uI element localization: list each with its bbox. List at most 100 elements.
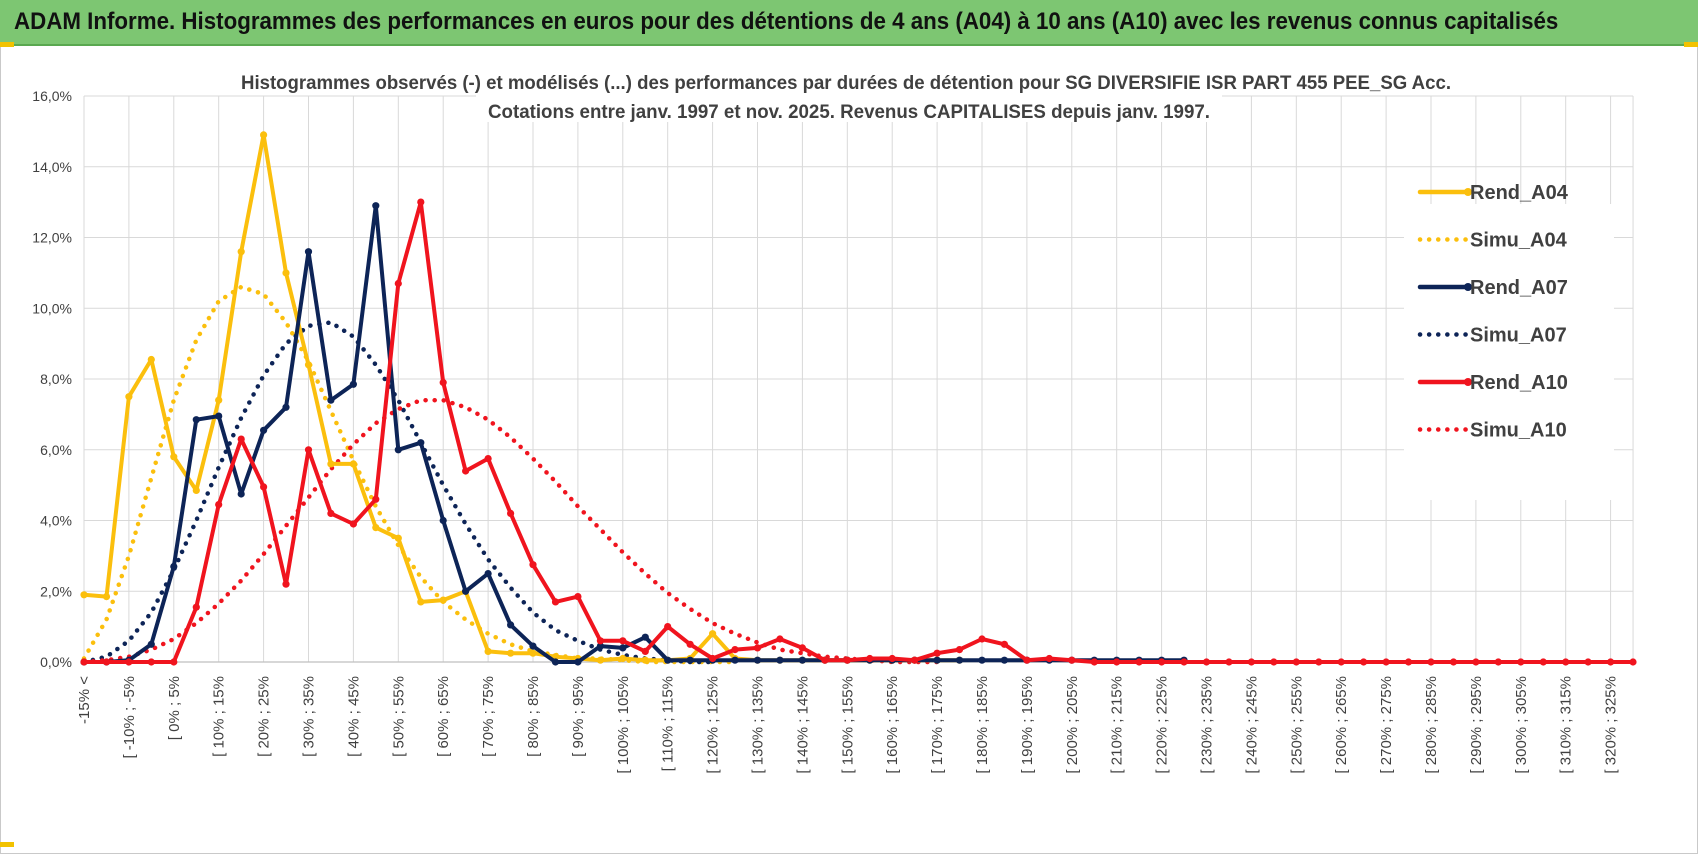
- x-tick-label: [ 50% ; 55%: [390, 676, 407, 757]
- chart-title: Histogrammes observés (-) et modélisés (…: [236, 64, 1456, 123]
- data-point-rend-a07: [776, 656, 784, 664]
- data-point-rend-a10: [978, 635, 986, 643]
- data-point-rend-a07: [237, 490, 245, 498]
- data-point-rend-a04: [170, 453, 178, 461]
- data-point-rend-a04: [327, 460, 335, 468]
- data-point-rend-a04: [507, 649, 515, 657]
- data-point-rend-a10: [237, 435, 245, 443]
- data-point-rend-a10: [1315, 658, 1323, 666]
- data-point-rend-a10: [798, 644, 807, 652]
- x-tick-label: [ 270% ; 275%: [1378, 676, 1395, 774]
- data-point-rend-a04: [349, 460, 357, 468]
- x-tick-label: [ 90% ; 95%: [570, 676, 587, 757]
- x-axis-labels: -15% < [ -10% ; -5% [ 0% ; 5% [ 10% ; 15% [ …: [76, 676, 1620, 774]
- data-point-rend-a10: [866, 654, 874, 663]
- data-point-rend-a10: [1517, 658, 1525, 666]
- y-tick-label: 0,0%: [40, 654, 72, 670]
- data-point-rend-a10: [731, 646, 739, 654]
- data-point-rend-a10: [933, 649, 941, 657]
- y-tick-label: 2,0%: [40, 583, 72, 599]
- data-point-rend-a10: [1023, 656, 1031, 664]
- legend-label-rend-a04: Rend_A04: [1470, 182, 1569, 204]
- legend-marker-rend-a07: [1464, 283, 1472, 291]
- data-point-rend-a04: [439, 596, 447, 604]
- data-point-rend-a04: [709, 630, 717, 638]
- data-point-rend-a10: [260, 483, 268, 491]
- data-point-rend-a10: [1562, 658, 1570, 666]
- data-point-rend-a10: [1449, 658, 1458, 666]
- y-tick-label: 10,0%: [32, 300, 72, 316]
- data-point-rend-a10: [911, 656, 919, 664]
- title-bg: [236, 64, 1456, 92]
- data-point-rend-a10: [1068, 656, 1076, 664]
- data-point-rend-a10: [1270, 658, 1278, 666]
- y-axis-labels: 0,0% 2,0% 4,0% 6,0% 8,0% 10,0% 12,0% 14,0% 16,0%: [32, 88, 72, 670]
- data-point-rend-a07: [484, 570, 492, 578]
- data-point-rend-a04: [237, 248, 245, 256]
- x-tick-label: -15% <: [76, 676, 93, 724]
- data-point-rend-a10: [215, 501, 223, 509]
- data-point-rend-a10: [170, 658, 178, 666]
- data-point-rend-a10: [619, 637, 627, 645]
- data-point-rend-a07: [327, 396, 335, 404]
- series-line-simu-a07: [81, 320, 715, 665]
- data-point-rend-a10: [1158, 658, 1166, 666]
- data-point-rend-a07: [462, 587, 470, 595]
- chart-title-line2: Cotations entre janv. 1997 et nov. 2025.…: [488, 102, 1210, 123]
- data-point-rend-a10: [664, 623, 672, 631]
- corner-marker: [1684, 42, 1698, 47]
- data-point-rend-a04: [102, 593, 111, 601]
- x-tick-label: [ 280% ; 285%: [1423, 676, 1440, 774]
- data-point-rend-a04: [529, 649, 537, 657]
- data-point-rend-a10: [641, 647, 649, 656]
- data-point-rend-a04: [394, 534, 402, 542]
- x-tick-label: [ 230% ; 235%: [1199, 676, 1216, 774]
- data-point-rend-a10: [1584, 658, 1592, 666]
- data-point-rend-a10: [282, 580, 290, 588]
- data-point-rend-a10: [1607, 658, 1615, 666]
- data-point-rend-a10: [125, 658, 133, 666]
- data-point-rend-a10: [1382, 658, 1390, 666]
- data-point-rend-a10: [349, 520, 357, 528]
- data-point-rend-a07: [978, 656, 986, 664]
- series-line-simu-a10: [81, 397, 940, 665]
- x-tick-label: [ 250% ; 255%: [1288, 676, 1305, 774]
- legend: Rend_A04 Simu_A04 Rend_A07 Simu_A07 Rend_A10…: [1404, 182, 1614, 500]
- x-tick-label: [ 160% ; 165%: [884, 676, 901, 774]
- data-point-rend-a07: [215, 412, 223, 420]
- data-point-rend-a04: [619, 654, 627, 663]
- x-tick-label: [ 0% ; 5%: [166, 676, 183, 740]
- data-point-rend-a10: [753, 644, 762, 652]
- data-point-rend-a04: [304, 361, 313, 369]
- data-point-rend-a07: [417, 439, 425, 447]
- legend-marker-rend-a10: [1464, 378, 1472, 386]
- data-point-rend-a10: [955, 646, 964, 654]
- data-point-rend-a10: [192, 603, 200, 611]
- data-point-rend-a04: [125, 393, 133, 401]
- data-point-rend-a07: [574, 658, 582, 666]
- x-tick-label: [ 80% ; 85%: [525, 676, 542, 757]
- report-title: ADAM Informe. Histogrammes des performan…: [14, 8, 1559, 35]
- data-point-rend-a07: [798, 656, 807, 664]
- data-point-rend-a04: [80, 591, 88, 599]
- series-lines: [80, 131, 1637, 666]
- x-tick-label: [ 30% ; 35%: [301, 676, 318, 757]
- series-line-rend-a10: [82, 200, 1635, 664]
- x-tick-label: [ 240% ; 245%: [1243, 676, 1260, 774]
- header-banner: ADAM Informe. Histogrammes des performan…: [0, 0, 1698, 46]
- x-tick-label: [ 260% ; 265%: [1333, 676, 1350, 774]
- corner-marker: [0, 42, 14, 47]
- data-point-rend-a10: [686, 640, 694, 648]
- y-tick-label: 6,0%: [40, 442, 72, 458]
- data-point-rend-a10: [1337, 658, 1345, 666]
- data-point-rend-a10: [1113, 658, 1121, 666]
- data-point-rend-a10: [551, 598, 560, 606]
- data-point-rend-a10: [1539, 658, 1547, 666]
- x-tick-label: [ 70% ; 75%: [480, 676, 497, 757]
- data-point-rend-a10: [1000, 640, 1009, 648]
- data-point-rend-a10: [1629, 658, 1637, 666]
- data-point-rend-a10: [80, 658, 88, 666]
- data-point-rend-a10: [372, 495, 380, 503]
- x-tick-label: [ 110% ; 115%: [660, 676, 677, 771]
- data-point-rend-a10: [1360, 658, 1368, 666]
